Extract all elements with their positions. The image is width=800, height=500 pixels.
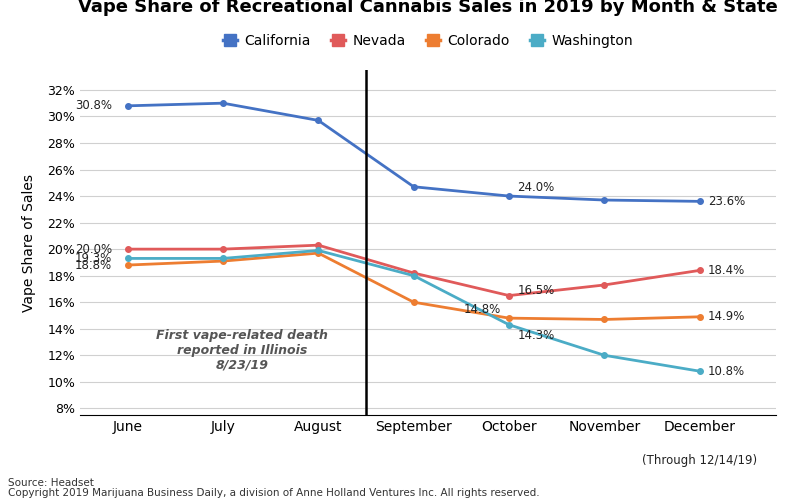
Title: Vape Share of Recreational Cannabis Sales in 2019 by Month & State: Vape Share of Recreational Cannabis Sale…: [78, 0, 778, 16]
Text: (Through 12/14/19): (Through 12/14/19): [642, 454, 758, 467]
Text: 14.9%: 14.9%: [708, 310, 746, 324]
Text: 16.5%: 16.5%: [518, 284, 554, 296]
Text: 24.0%: 24.0%: [518, 181, 554, 194]
Text: Copyright 2019 Marijuana Business Daily, a division of Anne Holland Ventures Inc: Copyright 2019 Marijuana Business Daily,…: [8, 488, 540, 498]
Text: 14.8%: 14.8%: [463, 304, 501, 316]
Text: 23.6%: 23.6%: [708, 195, 746, 208]
Legend: California, Nevada, Colorado, Washington: California, Nevada, Colorado, Washington: [218, 28, 638, 54]
Text: 30.8%: 30.8%: [75, 100, 112, 112]
Text: First vape-related death
reported in Illinois
8/23/19: First vape-related death reported in Ill…: [156, 329, 328, 372]
Text: 18.8%: 18.8%: [75, 258, 112, 272]
Text: 19.3%: 19.3%: [75, 252, 112, 265]
Text: 14.3%: 14.3%: [518, 330, 554, 342]
Text: 18.4%: 18.4%: [708, 264, 746, 277]
Text: 20.0%: 20.0%: [75, 242, 112, 256]
Text: 10.8%: 10.8%: [708, 364, 745, 378]
Y-axis label: Vape Share of Sales: Vape Share of Sales: [22, 174, 36, 312]
Text: Source: Headset: Source: Headset: [8, 478, 94, 488]
